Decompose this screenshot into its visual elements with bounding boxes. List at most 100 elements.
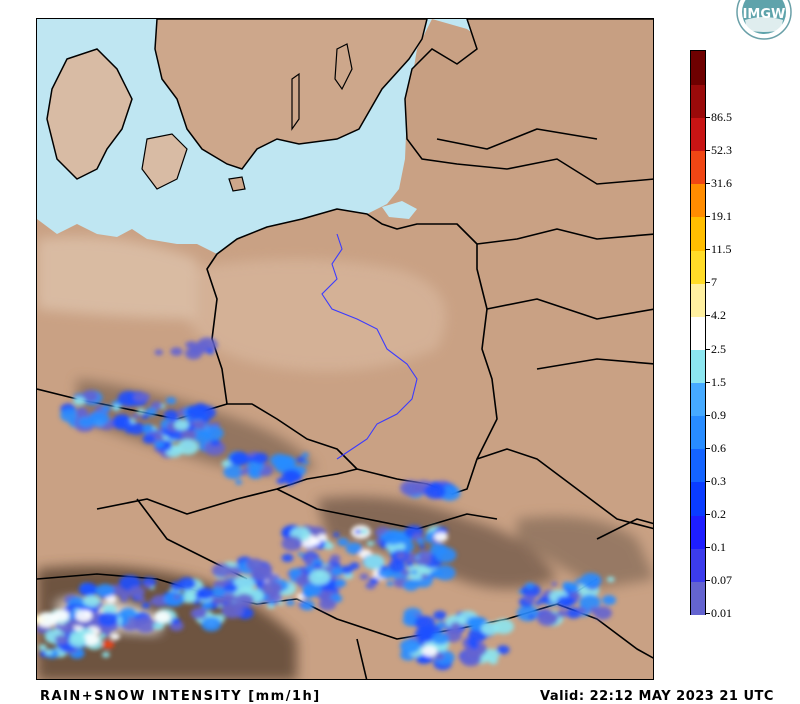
- precip-echo: [137, 408, 145, 414]
- precip-echo: [429, 481, 442, 491]
- legend-tick: [706, 282, 710, 284]
- precip-echo: [221, 602, 244, 619]
- legend-tick: [706, 580, 710, 582]
- precip-echo: [301, 589, 314, 599]
- product-label: RAIN+SNOW INTENSITY [mm/1h]: [40, 689, 321, 704]
- precip-echo: [89, 411, 110, 426]
- legend-swatch: [691, 249, 705, 284]
- legend-tick: [706, 414, 710, 416]
- legend-tick: [706, 149, 710, 151]
- belarus-border: [486, 298, 653, 320]
- precip-echo: [416, 538, 425, 545]
- precip-echo: [556, 609, 568, 618]
- precip-echo: [97, 612, 119, 627]
- legend-tick-label: 0.1: [711, 540, 726, 555]
- precip-echo: [82, 390, 98, 402]
- precip-echo: [176, 439, 199, 455]
- precip-echo: [386, 581, 394, 587]
- legend-swatch: [691, 481, 705, 516]
- oland: [291, 72, 300, 131]
- legend-tick: [706, 547, 710, 549]
- precip-echo: [78, 582, 98, 597]
- precip-echo: [154, 349, 163, 356]
- legend-swatch: [691, 580, 705, 615]
- precip-echo: [83, 595, 100, 608]
- precip-echo: [434, 532, 448, 542]
- legend-tick-label: 0.01: [711, 606, 732, 620]
- precip-echo: [405, 561, 414, 567]
- precip-echo: [251, 565, 273, 582]
- precip-echo: [580, 572, 602, 589]
- precip-echo: [163, 591, 185, 607]
- precip-echo: [565, 607, 582, 619]
- precip-echo: [337, 538, 349, 546]
- precip-echo: [534, 600, 542, 606]
- precip-echo: [281, 536, 303, 551]
- imgw-logo: IMGW: [736, 0, 792, 40]
- legend-swatch: [691, 514, 705, 549]
- precip-echo: [233, 575, 255, 592]
- legend-tick-label: 0.3: [711, 474, 726, 489]
- precip-echo: [276, 477, 286, 485]
- inner-border-1: [436, 128, 598, 150]
- precip-echo: [170, 581, 184, 591]
- precip-echo: [239, 469, 248, 476]
- lowland-light: [187, 259, 446, 372]
- precip-echo: [95, 583, 115, 598]
- precip-echo: [118, 422, 127, 429]
- precip-echo: [433, 610, 447, 620]
- lagoon-curonian: [382, 201, 417, 219]
- precip-echo: [261, 580, 283, 597]
- legend-swatch: [691, 117, 705, 152]
- precip-echo: [525, 582, 535, 589]
- precip-echo: [101, 651, 110, 658]
- legend-swatch: [691, 448, 705, 483]
- precip-echo: [289, 568, 302, 578]
- legend-tick-label: 7: [711, 275, 717, 290]
- precip-echo: [77, 407, 87, 414]
- legend-tick: [706, 613, 710, 614]
- precip-echo: [480, 622, 500, 636]
- legend-swatch: [691, 282, 705, 317]
- precip-echo: [551, 582, 558, 587]
- precip-echo: [374, 539, 382, 544]
- precip-echo: [165, 397, 177, 405]
- radar-map[interactable]: [36, 18, 654, 680]
- slovakia-south-border: [276, 488, 498, 530]
- precip-echo: [37, 612, 58, 628]
- precip-echo: [421, 573, 429, 579]
- precip-echo: [144, 582, 153, 589]
- precip-echo: [223, 464, 244, 479]
- precip-echo: [210, 439, 221, 447]
- precip-echo: [277, 601, 284, 606]
- precip-echo: [422, 645, 438, 657]
- precip-echo: [568, 584, 580, 593]
- legend-swatch: [691, 216, 705, 251]
- legend-tick: [706, 216, 710, 218]
- precip-echo: [359, 528, 369, 535]
- legend-tick-label: 0.07: [711, 573, 732, 588]
- legend-tick: [706, 315, 710, 317]
- precip-echo: [570, 591, 581, 599]
- legend-swatch: [691, 415, 705, 450]
- legend-tick-label: 0.6: [711, 440, 726, 455]
- legend-tick-label: 86.5: [711, 109, 732, 124]
- precip-echo: [419, 550, 432, 560]
- precip-echo: [401, 569, 411, 576]
- precip-echo: [235, 479, 243, 485]
- precip-echo: [388, 560, 406, 573]
- precip-echo: [102, 604, 117, 615]
- precip-echo: [163, 409, 179, 421]
- precip-echo: [82, 633, 100, 646]
- precip-echo: [223, 583, 238, 593]
- legend-tick: [706, 447, 710, 449]
- lithuania-border: [476, 228, 653, 245]
- precip-echo: [400, 480, 422, 496]
- precip-echo: [305, 565, 315, 572]
- legend-tick-label: 52.3: [711, 142, 732, 157]
- precip-echo: [359, 573, 369, 580]
- precip-echo: [579, 608, 586, 614]
- precip-echo: [460, 651, 482, 667]
- precip-echo: [190, 607, 207, 620]
- precip-echo: [128, 422, 146, 435]
